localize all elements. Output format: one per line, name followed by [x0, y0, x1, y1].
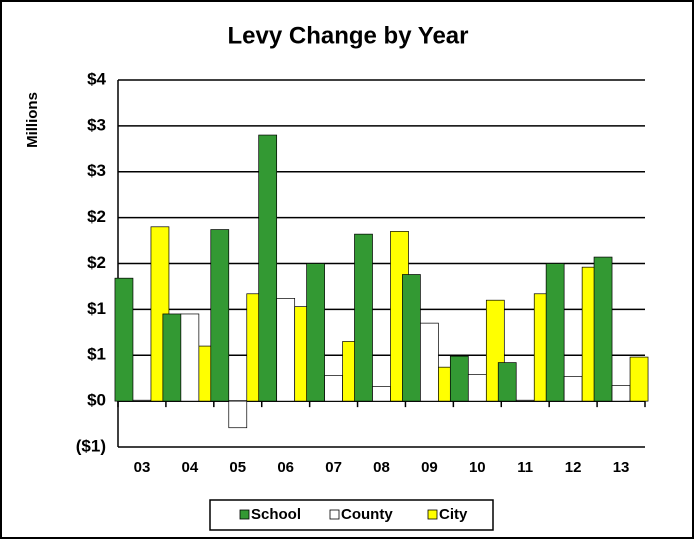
x-tick-label: 03: [134, 459, 151, 476]
bar: [402, 274, 421, 402]
y-tick-label: $2: [87, 253, 106, 272]
legend-label: County: [341, 506, 393, 523]
x-tick-label: 11: [517, 459, 533, 476]
bar: [515, 399, 535, 402]
bar: [372, 386, 391, 402]
x-tick-label: 09: [421, 459, 438, 476]
y-tick-label: $3: [87, 115, 106, 134]
bar: [545, 263, 565, 402]
x-tick-label: 08: [373, 459, 390, 476]
bar: [593, 256, 613, 402]
bar: [629, 356, 649, 402]
bar: [210, 229, 230, 402]
legend-swatch: [329, 509, 340, 520]
y-tick-label: $0: [87, 391, 106, 410]
bar: [354, 233, 373, 402]
bar: [228, 400, 248, 429]
bar: [162, 313, 182, 402]
x-tick-label: 12: [565, 459, 582, 476]
y-tick-label: $2: [87, 207, 106, 226]
y-tick-label: $1: [87, 299, 106, 318]
legend-label: City: [439, 506, 468, 523]
legend-swatch: [427, 509, 438, 520]
bar: [611, 385, 631, 402]
bar: [497, 362, 517, 402]
bar: [420, 322, 439, 402]
x-tick-label: 04: [182, 459, 199, 476]
bar: [449, 355, 469, 402]
x-tick-label: 05: [229, 459, 246, 476]
legend-label: School: [251, 506, 301, 523]
bar: [276, 298, 296, 402]
bar: [114, 277, 134, 402]
y-tick-label: ($1): [76, 436, 106, 455]
y-axis-label: Millions: [24, 92, 41, 148]
y-tick-label: $3: [87, 161, 106, 180]
bar: [324, 375, 343, 402]
y-tick-label: $4: [87, 69, 106, 88]
bar: [180, 313, 200, 402]
y-tick-label: $1: [87, 345, 106, 364]
legend-swatch: [239, 509, 250, 520]
x-tick-label: 07: [325, 459, 342, 476]
bar: [467, 374, 487, 402]
x-tick-label: 06: [277, 459, 294, 476]
bar: [563, 376, 583, 402]
x-tick-label: 10: [469, 459, 486, 476]
bar: [132, 399, 152, 402]
bar: [258, 134, 278, 402]
x-tick-label: 13: [613, 459, 630, 476]
legend-box: [209, 499, 494, 531]
bar: [306, 263, 325, 402]
chart-title: Levy Change by Year: [227, 22, 468, 49]
